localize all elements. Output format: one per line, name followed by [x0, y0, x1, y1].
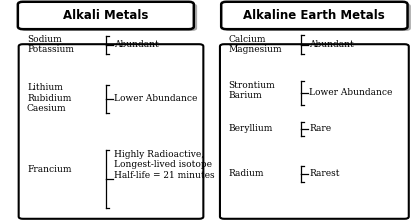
FancyBboxPatch shape — [225, 4, 411, 31]
Text: Alkaline Earth Metals: Alkaline Earth Metals — [244, 9, 385, 22]
FancyBboxPatch shape — [221, 2, 408, 29]
Text: Radium: Radium — [228, 169, 264, 178]
Text: Lower Abundance: Lower Abundance — [114, 94, 198, 103]
Text: Francium: Francium — [27, 165, 71, 173]
FancyBboxPatch shape — [19, 44, 203, 219]
Text: Alkali Metals: Alkali Metals — [63, 9, 149, 22]
Text: Rare: Rare — [309, 124, 331, 133]
Text: Beryllium: Beryllium — [228, 124, 273, 133]
Text: Highly Radioactive,
Longest-lived isotope
Half-life = 21 minutes: Highly Radioactive, Longest-lived isotop… — [114, 150, 215, 179]
Text: Rarest: Rarest — [309, 169, 339, 178]
Text: Calcium
Magnesium: Calcium Magnesium — [228, 34, 282, 54]
Text: Abundant: Abundant — [114, 40, 159, 49]
Text: Abundant: Abundant — [309, 40, 354, 49]
FancyBboxPatch shape — [18, 2, 194, 29]
Text: Lower Abundance: Lower Abundance — [309, 88, 393, 97]
FancyBboxPatch shape — [21, 4, 197, 31]
FancyBboxPatch shape — [220, 44, 409, 219]
Text: Sodium
Potassium: Sodium Potassium — [27, 34, 74, 54]
Text: Strontium
Barium: Strontium Barium — [228, 81, 275, 100]
Text: Lithium
Rubidium
Caesium: Lithium Rubidium Caesium — [27, 84, 71, 113]
